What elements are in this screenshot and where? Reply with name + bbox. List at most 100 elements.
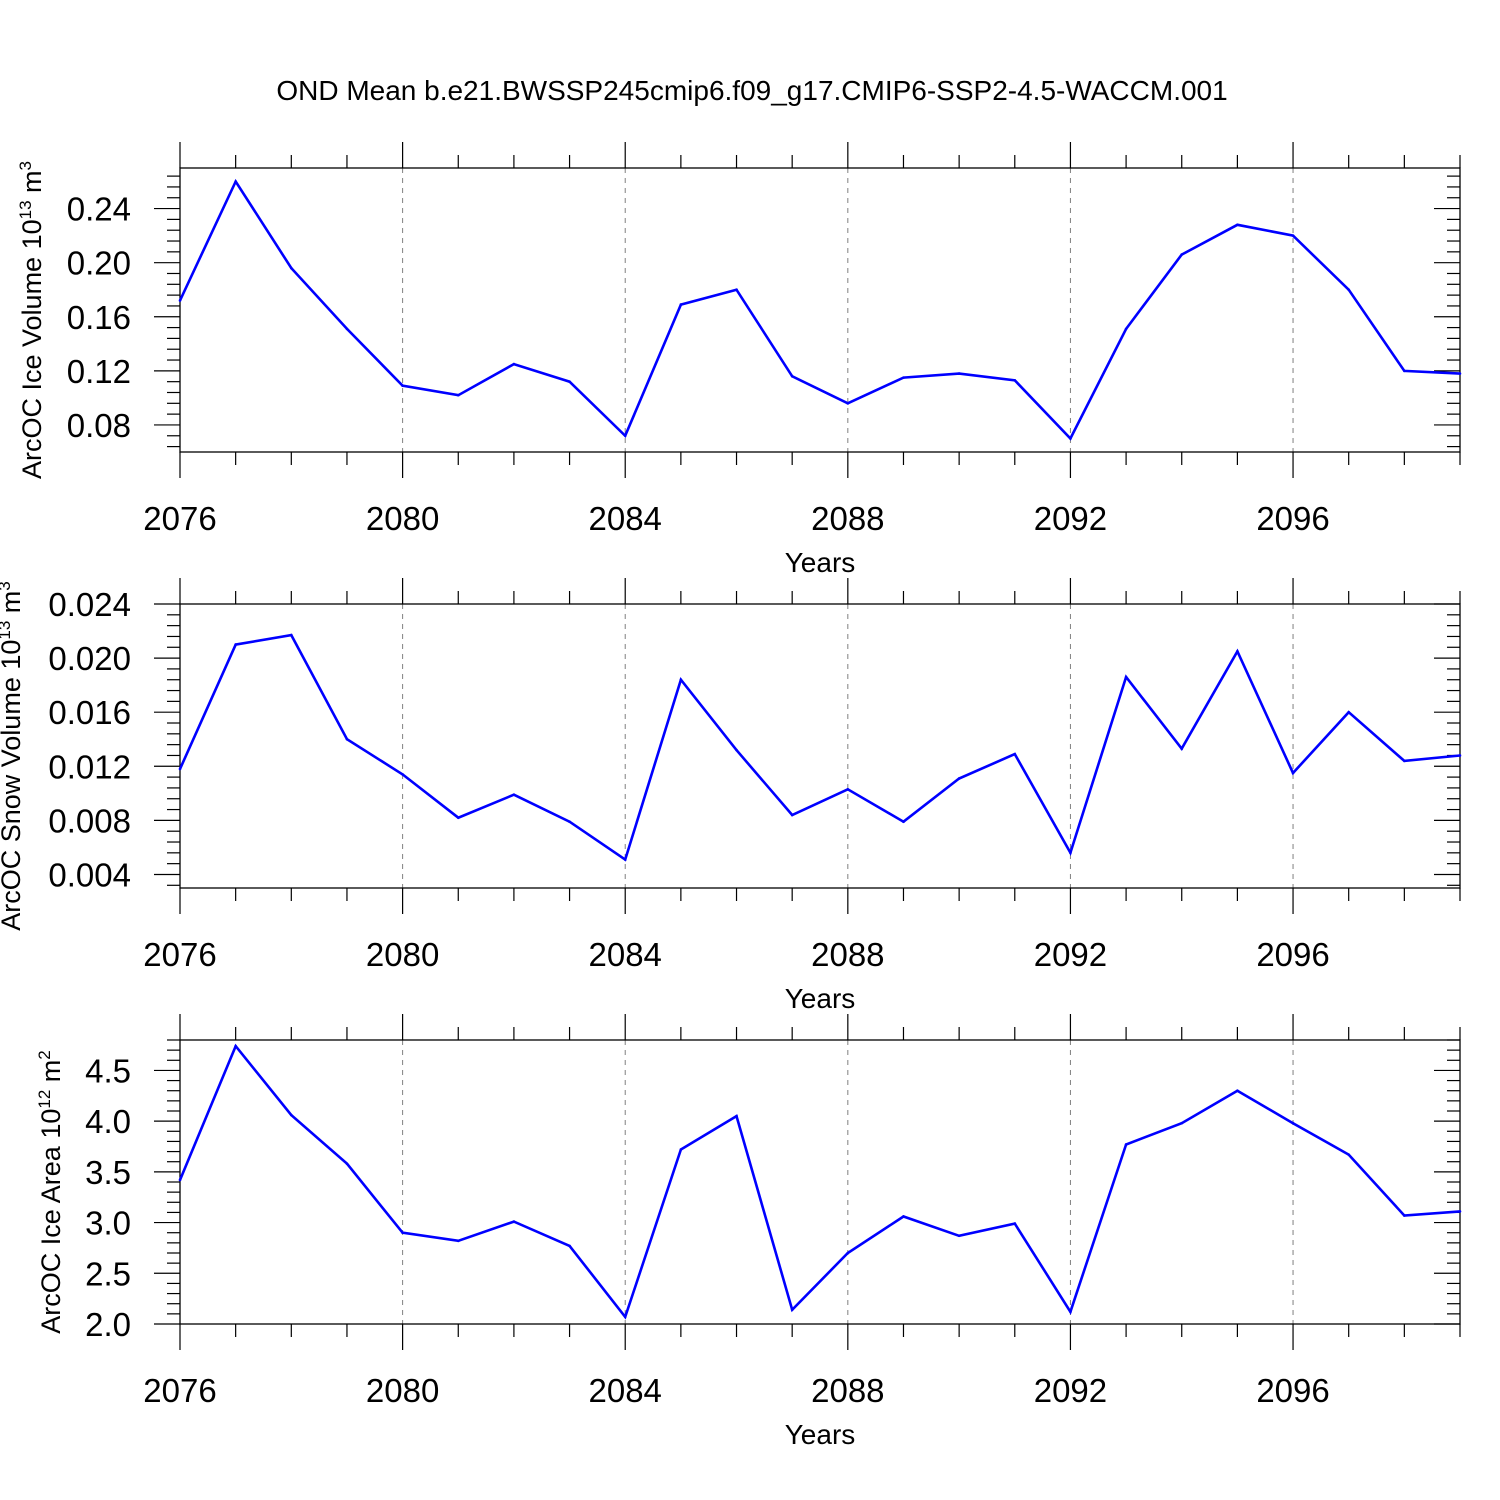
data-point-2092 [1069, 1310, 1072, 1314]
data-point-2086 [735, 748, 738, 752]
x-tick-label: 2088 [811, 936, 884, 973]
y-tick-label: 2.5 [85, 1255, 131, 1292]
chart-panel-1: 2076 2080 2084 2088 2092 2096 Years 0.08 0.12 0.1… [16, 142, 1462, 578]
panels: 2076 2080 2084 2088 2092 2096 Years 0.08 0.12 0.1… [0, 142, 1462, 1450]
y-axis-label: ArcOC Snow Volume 1013 m3 [0, 581, 26, 931]
data-point-2095 [1236, 1089, 1239, 1093]
data-point-2095 [1236, 223, 1239, 227]
data-point-2079 [345, 327, 349, 331]
data-point-2081 [456, 1239, 460, 1243]
y-tick-label: 3.5 [85, 1154, 131, 1191]
x-tick-label: 2092 [1034, 1372, 1107, 1409]
y-axis-label-ylabel-exp: 13 [0, 621, 14, 640]
y-tick-label: 0.024 [48, 586, 131, 623]
chart-panel-3: 2076 2080 2084 2088 2092 2096 Years 2.0 2.5 3.0 3.… [35, 1014, 1462, 1450]
data-point-2087 [790, 813, 794, 817]
data-point-2080 [401, 1231, 404, 1235]
x-axis-label: Years [785, 983, 856, 1014]
data-point-2093 [1124, 1143, 1128, 1146]
y-tick-label: 0.20 [67, 245, 131, 282]
y-tick-label: 0.020 [48, 640, 131, 677]
data-point-2090 [957, 372, 961, 375]
x-tick-label: 2084 [589, 1372, 662, 1409]
data-point-2088 [846, 1251, 850, 1255]
series-line [178, 633, 1461, 862]
data-point-2099 [1458, 1210, 1462, 1213]
y-axis-label-ylabel-main: ArcOC Ice Volume 10 [17, 219, 47, 479]
y-tick-label: 2.0 [85, 1306, 131, 1343]
chart-panel-2: 2076 2080 2084 2088 2092 2096 Years 0.004 0.008 0… [0, 578, 1462, 1014]
data-point-2078 [290, 1113, 293, 1117]
y-tick-label: 3.0 [85, 1205, 131, 1242]
data-point-2090 [957, 777, 961, 780]
x-tick-label: 2080 [366, 500, 439, 537]
y-tick-label: 0.24 [67, 191, 131, 228]
y-axis-label-ylabel-unit: m [0, 591, 26, 621]
data-point-2081 [456, 393, 460, 397]
data-point-2077 [234, 643, 237, 646]
data-point-2090 [957, 1234, 961, 1238]
figure-title: OND Mean b.e21.BWSSP245cmip6.f09_g17.CMI… [276, 75, 1227, 106]
y-axis-label-ylabel-exp: 12 [35, 1090, 54, 1109]
data-point-2092 [1069, 851, 1072, 855]
data-point-2086 [735, 288, 738, 292]
y-axis-label-ylabel-unit-exp: 3 [0, 581, 14, 590]
x-tick-label: 2092 [1034, 936, 1107, 973]
data-point-2077 [234, 180, 237, 183]
x-tick-label: 2084 [589, 500, 662, 537]
data-point-2080 [401, 773, 404, 776]
data-point-2098 [1403, 759, 1406, 763]
data-point-2085 [679, 1148, 683, 1151]
y-axis-label-ylabel-unit-exp: 2 [35, 1050, 54, 1059]
data-point-2076 [178, 1178, 182, 1182]
y-axis-label: ArcOC Ice Area 1012 m2 [35, 1050, 66, 1334]
plot-frame [179, 603, 1461, 889]
data-point-2091 [1013, 1222, 1017, 1225]
x-tick-label: 2080 [366, 936, 439, 973]
data-point-2094 [1180, 747, 1184, 751]
data-point-2078 [290, 633, 293, 637]
x-tick-label: 2076 [143, 936, 216, 973]
data-point-2099 [1458, 754, 1462, 757]
data-point-2085 [679, 303, 683, 306]
y-axis-label-ylabel-main: ArcOC Snow Volume 10 [0, 640, 26, 931]
data-point-2096 [1291, 771, 1295, 775]
data-point-2095 [1236, 650, 1239, 653]
x-tick-label: 2088 [811, 1372, 884, 1409]
data-point-2084 [623, 1315, 627, 1319]
y-tick-label: 4.5 [85, 1052, 131, 1089]
y-tick-label: 0.12 [67, 353, 131, 390]
y-axis-label: ArcOC Ice Volume 1013 m3 [16, 161, 47, 479]
y-axis-label-ylabel-unit: m [36, 1060, 66, 1090]
y-axis-label-ylabel-unit: m [17, 170, 47, 200]
data-point-2094 [1180, 253, 1184, 256]
data-point-2089 [902, 820, 905, 824]
data-point-2089 [902, 1215, 905, 1218]
data-point-2086 [735, 1114, 738, 1118]
x-tick-label: 2092 [1034, 500, 1107, 537]
data-point-2082 [512, 793, 516, 796]
data-point-2091 [1013, 379, 1017, 382]
data-point-2079 [345, 1162, 349, 1166]
x-tick-label: 2096 [1256, 1372, 1329, 1409]
data-point-2098 [1403, 1214, 1406, 1217]
series-line [178, 1043, 1461, 1320]
data-point-2080 [401, 384, 404, 388]
x-tick-label: 2088 [811, 500, 884, 537]
data-point-2083 [568, 380, 571, 383]
x-tick-label: 2096 [1256, 500, 1329, 537]
data-point-2084 [623, 858, 627, 861]
data-point-2088 [846, 787, 850, 791]
data-point-2076 [178, 299, 182, 302]
data-point-2083 [568, 820, 571, 824]
y-tick-label: 0.016 [48, 694, 131, 731]
series-line [178, 178, 1461, 441]
data-point-2085 [679, 678, 683, 682]
y-tick-label: 4.0 [85, 1103, 131, 1140]
data-point-2097 [1347, 1153, 1350, 1156]
data-point-2076 [178, 767, 182, 771]
data-point-2096 [1291, 1121, 1295, 1125]
y-tick-label: 0.008 [48, 802, 131, 839]
x-axis-label: Years [785, 1419, 856, 1450]
